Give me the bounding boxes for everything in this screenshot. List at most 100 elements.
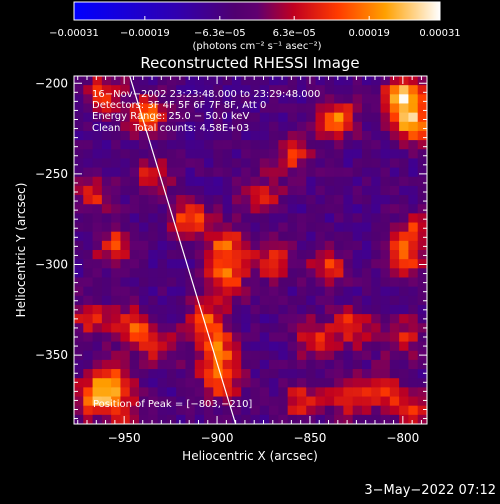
heatmap-cell	[306, 350, 317, 361]
heatmap-cell	[111, 332, 122, 343]
heatmap-cell	[287, 167, 298, 178]
heatmap-cell	[278, 240, 289, 251]
heatmap-cell	[324, 140, 335, 150]
heatmap-cell	[166, 195, 177, 205]
heatmap-cell	[83, 213, 94, 224]
heatmap-cell	[361, 378, 372, 388]
heatmap-cell	[278, 396, 289, 407]
heatmap-cell	[194, 103, 205, 114]
heatmap-cell	[371, 140, 382, 150]
heatmap-cell	[166, 323, 177, 334]
heatmap-cell	[213, 222, 224, 233]
heatmap-cell	[204, 158, 214, 169]
heatmap-cell	[278, 112, 289, 123]
heatmap-cell	[315, 176, 326, 187]
heatmap-cell	[250, 314, 261, 324]
heatmap-cell	[92, 323, 103, 334]
heatmap-cell	[250, 387, 261, 398]
heatmap-cell	[204, 222, 214, 233]
heatmap-cell	[343, 103, 354, 114]
heatmap-cell	[296, 76, 307, 86]
heatmap-cell	[352, 378, 363, 388]
heatmap-cell	[380, 414, 391, 424]
heatmap-cell	[250, 250, 261, 260]
heatmap-cell	[101, 195, 112, 205]
heatmap-cell	[343, 94, 354, 105]
heatmap-cell	[324, 222, 335, 233]
heatmap-cell	[129, 359, 140, 370]
heatmap-cell	[83, 130, 94, 141]
heatmap-cell	[324, 314, 335, 324]
heatmap-cell	[259, 213, 270, 224]
heatmap-cell	[324, 414, 335, 424]
heatmap-cell	[185, 149, 196, 160]
heatmap-cell	[92, 76, 103, 86]
heatmap-cell	[213, 112, 224, 123]
heatmap-cell	[278, 76, 289, 86]
heatmap-cell	[408, 222, 419, 233]
heatmap-cell	[259, 341, 270, 352]
heatmap-cell	[269, 304, 279, 315]
heatmap-cell	[352, 112, 363, 123]
heatmap-cell	[324, 158, 335, 169]
heatmap-cell	[166, 140, 177, 150]
heatmap-cell	[417, 295, 427, 306]
heatmap-cell	[315, 167, 326, 178]
heatmap-cell	[417, 304, 427, 315]
heatmap-cell	[204, 268, 214, 279]
heatmap-cell	[287, 396, 298, 407]
heatmap-cell	[269, 85, 279, 95]
heatmap-cell	[92, 286, 103, 297]
heatmap-cell	[259, 121, 270, 132]
heatmap-cell	[371, 149, 382, 160]
heatmap-cell	[166, 121, 177, 132]
heatmap-cell	[148, 195, 159, 205]
heatmap-cell	[389, 176, 400, 187]
heatmap-cell	[399, 359, 410, 370]
heatmap-cell	[166, 76, 177, 86]
heatmap-cell	[176, 231, 187, 242]
heatmap-cell	[250, 112, 261, 123]
heatmap-cell	[408, 149, 419, 160]
heatmap-cell	[92, 250, 103, 260]
heatmap-cell	[204, 387, 214, 398]
heatmap-cell	[352, 195, 363, 205]
heatmap-cell	[278, 130, 289, 141]
heatmap-cell	[120, 176, 131, 187]
heatmap-cell	[166, 250, 177, 260]
heatmap-cell	[213, 94, 224, 105]
heatmap-cell	[74, 304, 84, 315]
heatmap-cell	[157, 304, 168, 315]
heatmap-cell	[92, 259, 103, 269]
heatmap-cell	[324, 213, 335, 224]
heatmap-cell	[408, 240, 419, 251]
heatmap-cell	[204, 314, 214, 324]
heatmap-cell	[157, 158, 168, 169]
heatmap-cell	[111, 387, 122, 398]
heatmap-cell	[120, 378, 131, 388]
heatmap-cell	[222, 259, 233, 269]
heatmap-cell	[74, 341, 84, 352]
heatmap-cell	[74, 76, 84, 86]
heatmap-cell	[417, 222, 427, 233]
heatmap-cells	[74, 76, 427, 424]
heatmap-cell	[213, 359, 224, 370]
heatmap-cell	[241, 341, 252, 352]
heatmap-cell	[176, 222, 187, 233]
heatmap-cell	[166, 314, 177, 324]
heatmap-cell	[287, 149, 298, 160]
heatmap-cell	[231, 396, 242, 407]
heatmap-cell	[361, 195, 372, 205]
heatmap-cell	[129, 204, 140, 214]
heatmap-cell	[334, 140, 344, 150]
heatmap-cell	[399, 94, 410, 105]
heatmap-cell	[352, 121, 363, 132]
heatmap-cell	[194, 405, 205, 416]
heatmap-cell	[204, 414, 214, 424]
heatmap-cell	[287, 240, 298, 251]
heatmap-cell	[278, 405, 289, 416]
heatmap-cell	[380, 149, 391, 160]
heatmap-cell	[204, 350, 214, 361]
heatmap-cell	[380, 304, 391, 315]
heatmap-cell	[343, 323, 354, 334]
